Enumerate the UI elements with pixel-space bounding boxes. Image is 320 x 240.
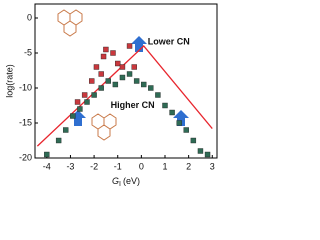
y-tick-label: -15 bbox=[19, 117, 32, 127]
point bbox=[148, 85, 154, 91]
point bbox=[63, 127, 69, 133]
point bbox=[183, 127, 189, 133]
x-axis-label: GI (eV) bbox=[112, 176, 140, 187]
x-tick-label: 0 bbox=[139, 161, 144, 171]
series-label: Lower CN bbox=[148, 36, 190, 46]
point bbox=[176, 120, 182, 126]
x-tick-label: -3 bbox=[66, 161, 74, 171]
volcano-line bbox=[36, 45, 213, 147]
point bbox=[98, 85, 104, 91]
point bbox=[162, 102, 168, 109]
point bbox=[126, 71, 133, 77]
x-label-symbol: G bbox=[112, 176, 119, 186]
y-tick-label: -20 bbox=[19, 152, 32, 162]
point bbox=[77, 106, 83, 112]
series-label: Higher CN bbox=[111, 100, 155, 110]
x-tick-label: -4 bbox=[43, 161, 51, 171]
point bbox=[141, 81, 147, 88]
point bbox=[112, 81, 119, 88]
point bbox=[197, 148, 204, 154]
point bbox=[204, 151, 211, 158]
point bbox=[169, 109, 175, 116]
point bbox=[103, 46, 109, 53]
structure-icon bbox=[91, 113, 117, 141]
y-tick-label: -10 bbox=[19, 82, 32, 92]
x-tick-label: 2 bbox=[186, 161, 191, 171]
chart: log(rate) GI (eV) 0-5-10-15-20-4 -3 -2 -1 0 1 2… bbox=[4, 3, 218, 188]
point bbox=[84, 99, 90, 105]
point bbox=[91, 92, 97, 98]
point bbox=[119, 74, 126, 81]
point bbox=[115, 60, 121, 67]
point bbox=[93, 64, 100, 70]
point bbox=[98, 71, 104, 77]
structure-icon bbox=[57, 9, 83, 37]
y-tick-label: 0 bbox=[27, 12, 32, 22]
point bbox=[70, 113, 76, 119]
point bbox=[74, 99, 81, 105]
y-axis-label: log(rate) bbox=[4, 64, 14, 98]
y-tick-label: -5 bbox=[24, 47, 32, 57]
x-tick-label: 3 bbox=[210, 161, 215, 171]
plot-frame bbox=[34, 3, 218, 159]
point bbox=[155, 92, 161, 98]
point bbox=[44, 151, 50, 158]
x-tick-label: -2 bbox=[90, 161, 98, 171]
x-label-sub: I bbox=[119, 181, 121, 188]
point bbox=[55, 137, 62, 144]
point bbox=[89, 78, 95, 84]
x-tick-label: -1 bbox=[114, 161, 122, 171]
point bbox=[105, 78, 111, 84]
point bbox=[133, 78, 140, 84]
point bbox=[119, 64, 126, 70]
point bbox=[126, 43, 133, 49]
point bbox=[110, 50, 116, 56]
point bbox=[131, 64, 137, 70]
x-label-unit: (eV) bbox=[123, 176, 140, 186]
x-tick-label: 1 bbox=[162, 161, 167, 171]
point bbox=[81, 92, 88, 98]
arrows bbox=[70, 36, 189, 126]
point bbox=[100, 53, 107, 60]
point bbox=[190, 137, 197, 144]
